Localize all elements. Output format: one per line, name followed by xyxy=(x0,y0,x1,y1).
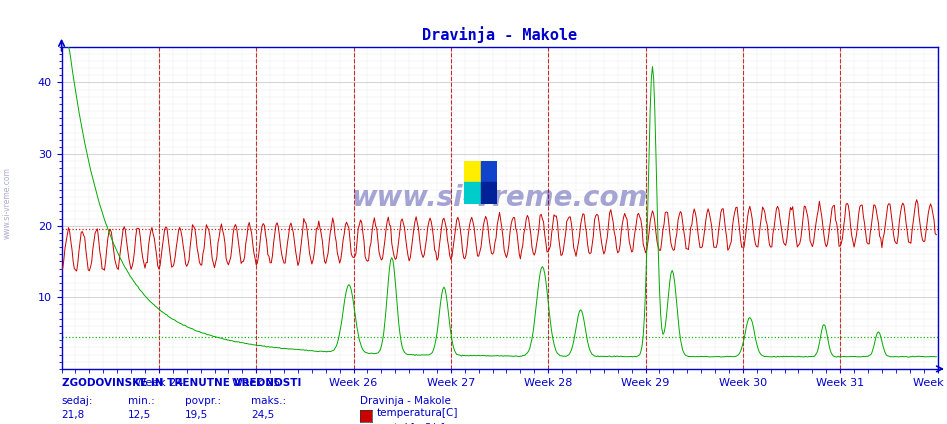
Text: maks.:: maks.: xyxy=(251,396,286,406)
Text: pretok[m3/s]: pretok[m3/s] xyxy=(377,423,445,424)
Text: 19,5: 19,5 xyxy=(185,410,208,420)
Text: ZGODOVINSKE IN TRENUTNE VREDNOSTI: ZGODOVINSKE IN TRENUTNE VREDNOSTI xyxy=(62,378,301,388)
Text: 12,5: 12,5 xyxy=(128,410,152,420)
Text: Dravinja - Makole: Dravinja - Makole xyxy=(360,396,451,406)
Title: Dravinja - Makole: Dravinja - Makole xyxy=(422,26,577,43)
Text: temperatura[C]: temperatura[C] xyxy=(377,408,458,418)
Text: min.:: min.: xyxy=(128,396,154,406)
Bar xyxy=(464,182,481,204)
Bar xyxy=(464,161,481,182)
Text: 24,5: 24,5 xyxy=(251,410,275,420)
Text: www.si-vreme.com: www.si-vreme.com xyxy=(3,167,12,240)
Bar xyxy=(481,182,497,204)
Text: 21,8: 21,8 xyxy=(62,410,85,420)
Text: povpr.:: povpr.: xyxy=(185,396,221,406)
Text: sedaj:: sedaj: xyxy=(62,396,93,406)
Text: www.si-vreme.com: www.si-vreme.com xyxy=(351,184,648,212)
Bar xyxy=(481,161,497,182)
